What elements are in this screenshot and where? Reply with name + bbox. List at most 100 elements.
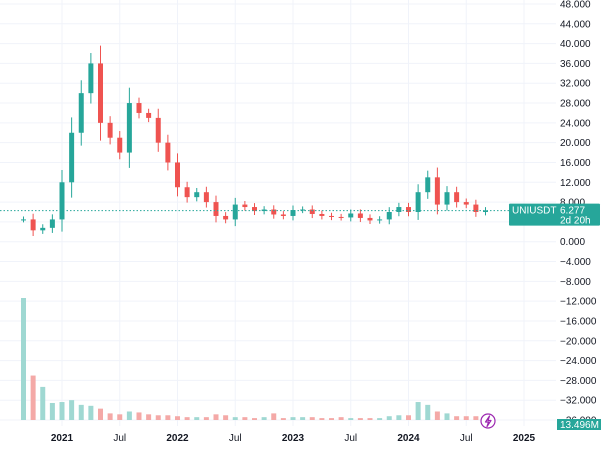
candle-body: [280, 214, 286, 216]
volume-value-label: 13.496M: [560, 420, 599, 431]
y-tick-label: −20.000: [560, 336, 597, 347]
volume-bar: [348, 418, 354, 420]
volume-bar: [386, 416, 392, 420]
x-tick-label: 2025: [513, 433, 536, 444]
candle: [271, 205, 277, 219]
candle-body: [309, 209, 315, 214]
volume-bar: [367, 418, 373, 420]
volume-bar: [396, 415, 402, 420]
candle: [406, 202, 411, 217]
volume-bar: [415, 402, 421, 420]
candle: [59, 170, 65, 232]
y-tick-label: 0.000: [560, 237, 585, 248]
candle-body: [252, 207, 257, 212]
y-tick-label: 28.000: [560, 99, 591, 110]
candle: [396, 202, 402, 217]
alert-button[interactable]: [480, 413, 496, 429]
candle: [338, 213, 344, 221]
candle: [290, 205, 296, 221]
candle: [386, 207, 392, 225]
candle: [98, 45, 103, 141]
candle-body: [21, 219, 26, 221]
lightning-icon: [484, 415, 492, 428]
candle: [434, 167, 440, 215]
candle-body: [338, 216, 344, 218]
x-tick-label: 2021: [51, 433, 74, 444]
volume-bar: [377, 418, 383, 420]
volume-bar: [242, 417, 248, 420]
candle-body: [49, 219, 55, 228]
volume-bar: [463, 416, 469, 420]
candle: [348, 209, 354, 222]
candle: [425, 170, 431, 199]
candle: [261, 206, 267, 215]
volume-bar: [59, 402, 65, 420]
volume-bar: [203, 417, 209, 420]
candle: [49, 214, 55, 233]
volume-bar: [329, 418, 334, 420]
candle-body: [194, 192, 200, 198]
volume-bar: [78, 404, 84, 420]
candle-body: [444, 192, 450, 205]
volume-bar: [184, 417, 190, 420]
candle: [126, 87, 132, 168]
candle: [252, 203, 257, 215]
last-price-tag: UNIUSDT 6.277 2d 20h: [509, 203, 600, 227]
volume-bar: [425, 404, 431, 420]
candle: [357, 209, 363, 223]
x-tick-label: 2022: [166, 433, 189, 444]
candle-body: [155, 117, 161, 143]
volume-bar: [290, 417, 296, 420]
candle: [473, 199, 479, 217]
candle: [223, 212, 229, 224]
candle-body: [454, 192, 460, 203]
candle: [40, 224, 46, 234]
candle: [309, 205, 315, 219]
y-tick-label: −8.000: [560, 277, 591, 288]
candle-body: [184, 187, 190, 198]
candle-body: [377, 219, 383, 221]
y-tick-label: −4.000: [560, 257, 591, 268]
volume-bar: [98, 408, 103, 420]
volume-bar: [454, 416, 460, 420]
candle-body: [107, 122, 113, 138]
candle: [483, 207, 488, 216]
candle: [329, 212, 334, 221]
y-tick-label: −16.000: [560, 316, 597, 327]
candle: [136, 97, 142, 119]
volume-bar: [252, 418, 257, 420]
candle-body: [425, 177, 431, 193]
candle-body: [59, 182, 65, 220]
volume-bar: [49, 402, 55, 420]
candle-body: [165, 142, 171, 163]
x-tick-label: Jul: [460, 433, 473, 444]
candle: [175, 153, 180, 197]
symbol-label: UNIUSDT: [512, 206, 556, 217]
candle-body: [146, 112, 152, 118]
last-price-label: 6.277: [560, 206, 585, 217]
y-tick-label: 32.000: [560, 79, 591, 90]
candle: [415, 184, 421, 220]
volume-bar: [300, 417, 306, 420]
candle: [377, 216, 383, 224]
candle: [117, 131, 123, 160]
candle: [242, 200, 248, 211]
candle-body: [88, 63, 94, 94]
x-tick-label: Jul: [113, 433, 126, 444]
candle: [21, 216, 26, 223]
candle: [107, 116, 113, 145]
candle: [184, 181, 190, 203]
volume-bar: [21, 298, 26, 420]
candle-body: [386, 212, 392, 220]
candle-body: [357, 213, 363, 218]
candle-body: [232, 204, 238, 220]
y-tick-label: −24.000: [560, 356, 597, 367]
time-axis[interactable]: 2021 Jul 2022 Jul 2023 Jul 2024 Jul 2025: [51, 433, 536, 444]
countdown-label: 2d 20h: [560, 216, 591, 227]
candle: [367, 214, 373, 225]
candle-body: [271, 209, 277, 215]
candle-body: [242, 204, 248, 208]
volume-bar: [88, 405, 94, 420]
